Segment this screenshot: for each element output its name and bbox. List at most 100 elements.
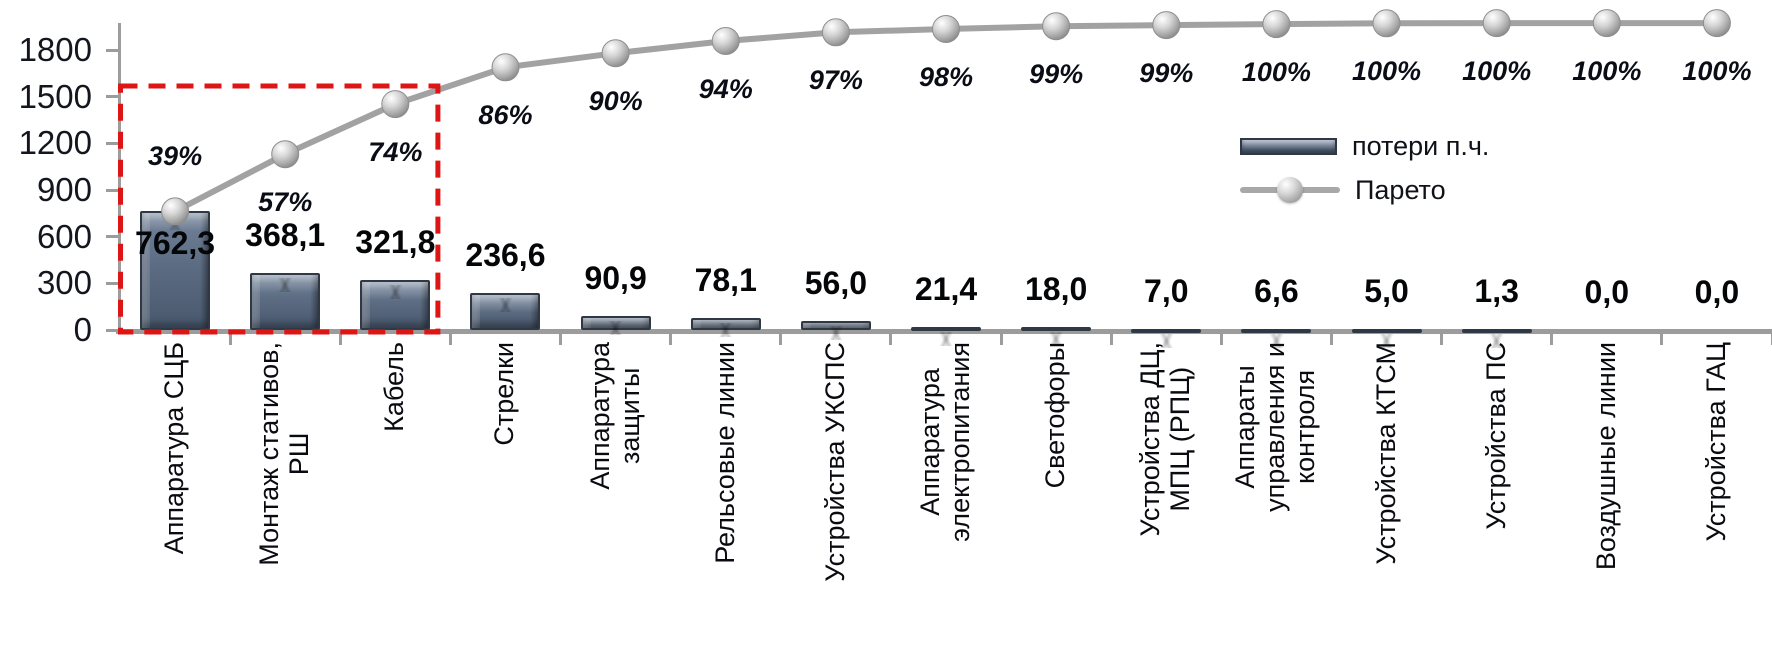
bar	[1461, 329, 1532, 348]
pareto-percent-label: 98%	[918, 61, 974, 92]
x-category-label: Устройства УКСПС	[781, 342, 891, 642]
legend-label-line: Парето	[1355, 174, 1446, 205]
bar	[690, 317, 761, 338]
pareto-percent-label: 100%	[1572, 56, 1642, 87]
pareto-marker	[711, 27, 740, 55]
y-tick-mark	[106, 235, 119, 239]
bar	[1241, 328, 1312, 348]
y-tick-label: 1200	[18, 124, 92, 162]
x-tick-mark	[1770, 334, 1772, 345]
pareto-marker	[1152, 11, 1181, 40]
pareto-marker	[161, 197, 190, 226]
x-tick-mark	[448, 334, 452, 345]
x-category-label: Аппаратура электропитания	[891, 342, 1001, 642]
y-tick-mark	[106, 188, 119, 192]
pareto-percent-label: 99%	[1139, 58, 1194, 89]
bar	[1351, 329, 1422, 348]
x-tick-mark	[338, 334, 342, 345]
pareto-percent-label: 86%	[478, 100, 533, 131]
pareto-percent-label: 74%	[368, 137, 423, 168]
pareto-percent-label: 39%	[148, 141, 203, 172]
x-category-label: Кабель	[340, 342, 450, 642]
pareto-percent-label: 100%	[1682, 56, 1752, 87]
bar-value-label: 7,0	[1144, 272, 1189, 309]
bar	[140, 211, 211, 330]
pareto-marker	[601, 39, 630, 68]
x-category-label-text: Аппараты управления и контроля	[1230, 342, 1321, 512]
bar-value-label: 762,3	[135, 225, 216, 262]
x-category-label: Светофоры	[1001, 342, 1111, 642]
x-category-label: Устройства ПС	[1442, 342, 1552, 642]
x-category-label-text: Воздушные линии	[1591, 342, 1622, 570]
y-axis-line	[118, 23, 121, 333]
x-category-label: Аппаратура СЦБ	[120, 342, 230, 642]
pareto-percent-label: 97%	[808, 65, 863, 96]
x-category-label-text: Рельсовые линии	[709, 342, 741, 564]
y-tick-label: 600	[36, 217, 92, 255]
x-category-label-line: РШ	[284, 432, 315, 476]
x-category-label-line: Устройства ПС	[1480, 342, 1511, 530]
x-category-label-line: контроля	[1290, 369, 1321, 485]
legend-item-line: Парето	[1240, 168, 1489, 212]
y-tick-mark	[106, 281, 119, 285]
x-category-label-line: Устройства ГАЦ	[1701, 342, 1732, 542]
x-category-label: Устройства КТСМ	[1332, 342, 1442, 642]
x-tick-mark	[559, 334, 563, 345]
line-marker-swatch-icon	[1240, 177, 1340, 203]
x-category-label-line: Стрелки	[489, 342, 520, 446]
bar-value-label: 0,0	[1584, 274, 1630, 310]
x-tick-mark	[889, 334, 893, 345]
x-tick-mark	[228, 334, 232, 345]
pareto-percent-label: 90%	[588, 86, 643, 117]
x-category-label-line: МПЦ (РПЦ)	[1165, 366, 1196, 512]
y-tick-label: 300	[36, 264, 92, 302]
x-category-label-line: Аппаратура	[584, 342, 615, 490]
x-category-label-line: электропитания	[945, 342, 975, 542]
x-category-label-text: Устройства ГАЦ	[1701, 342, 1732, 542]
x-category-label: Устройства ДЦ, МПЦ (РПЦ)	[1111, 342, 1221, 642]
bar-swatch-icon	[1240, 137, 1337, 155]
x-category-label-line: Кабель	[379, 342, 410, 432]
x-category-label-line: управления и	[1260, 342, 1291, 512]
x-category-label-text: Устройства ДЦ, МПЦ (РПЦ)	[1135, 342, 1196, 537]
x-axis-line	[116, 329, 1772, 334]
bar-value-label: 6,6	[1254, 272, 1299, 309]
pareto-marker	[271, 140, 300, 169]
y-tick-label: 1800	[18, 31, 92, 68]
bar-value-label: 368,1	[245, 216, 326, 253]
pareto-percent-label: 100%	[1241, 57, 1311, 88]
x-category-label-text: Аппаратура электропитания	[915, 342, 975, 542]
pareto-percent-label: 100%	[1352, 56, 1422, 87]
y-tick-mark	[106, 95, 119, 99]
x-category-label-line: Устройства ДЦ,	[1135, 342, 1166, 537]
bar-value-label: 5,0	[1364, 273, 1409, 309]
x-tick-mark	[1550, 334, 1554, 345]
pareto-marker	[1372, 9, 1401, 38]
bar-value-label: 0,0	[1694, 274, 1740, 310]
x-category-label-line: Аппаратура	[915, 368, 946, 516]
x-category-label-line: Устройства КТСМ	[1370, 342, 1401, 565]
pareto-marker	[1592, 9, 1621, 38]
legend-item-bars: потери п.ч.	[1240, 124, 1489, 168]
x-category-label-text: Монтаж стативов, РШ	[254, 342, 315, 566]
pareto-marker	[1042, 12, 1071, 41]
x-category-label-line: Аппараты	[1230, 365, 1261, 489]
x-category-label-line: защиты	[614, 367, 645, 465]
bar	[1131, 328, 1202, 348]
x-tick-mark	[1329, 334, 1333, 345]
x-category-label: Аппаратура защиты	[561, 342, 671, 642]
x-category-label-line: Монтаж стативов,	[254, 342, 285, 566]
pareto-marker	[1702, 9, 1731, 38]
x-category-label-line: Рельсовые линии	[709, 342, 740, 564]
x-tick-mark	[1660, 334, 1664, 345]
bar	[470, 293, 541, 330]
bar	[1021, 327, 1092, 347]
x-category-label: Стрелки	[450, 342, 560, 642]
bar-value-label: 56,0	[804, 265, 867, 302]
bar-value-label: 1,3	[1474, 273, 1519, 309]
x-category-label-text: Кабель	[379, 342, 410, 432]
bar-value-label: 236,6	[465, 237, 546, 274]
legend: потери п.ч. Парето	[1240, 124, 1489, 212]
pareto-percent-label: 57%	[258, 187, 313, 218]
x-category-label-text: Устройства КТСМ	[1370, 342, 1402, 565]
